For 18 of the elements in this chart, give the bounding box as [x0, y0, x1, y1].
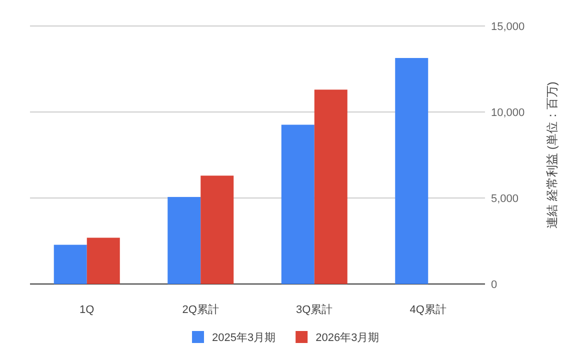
- x-tick-label: 4Q累計: [410, 303, 446, 316]
- bar: [395, 58, 428, 284]
- legend-label: 2026年3月期: [316, 332, 380, 344]
- bar: [86, 238, 120, 284]
- y-tick-label: 0: [491, 279, 498, 291]
- x-tick-label: 2Q累計: [182, 303, 219, 316]
- bar: [168, 196, 201, 284]
- y-tick-label: 5,000: [491, 193, 519, 205]
- x-tick-label: 3Q累計: [296, 303, 333, 316]
- legend-label: 2025年3月期: [212, 332, 276, 344]
- bar: [281, 124, 314, 284]
- y-tick-label: 15,000: [491, 21, 525, 33]
- y-tick-label: 10,000: [491, 107, 525, 119]
- bar: [200, 176, 234, 284]
- y-axis-title: 連結 経常利益 (単位：百万): [545, 82, 559, 228]
- x-tick-label: 1Q: [80, 304, 95, 316]
- bar: [314, 90, 348, 284]
- bar: [54, 244, 87, 284]
